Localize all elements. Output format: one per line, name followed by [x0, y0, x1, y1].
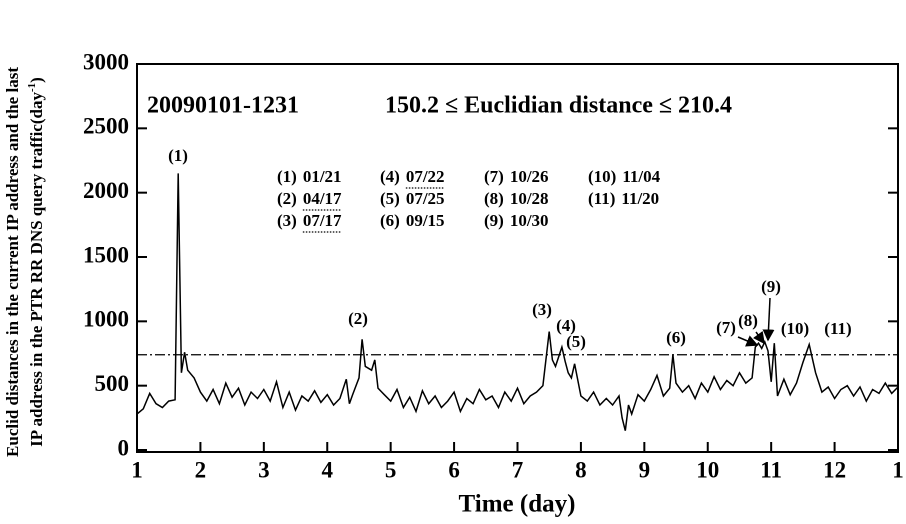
date-value: 01/21 [303, 167, 342, 186]
date-index: (5) [380, 189, 400, 208]
date-entry: (11) 11/20 [588, 189, 659, 208]
peak-label: (1) [168, 146, 188, 165]
date-entry: (3) 07/17 [277, 211, 342, 230]
peak-label: (4) [556, 316, 576, 335]
peak-label: (10) [781, 319, 809, 338]
date-value: 11/20 [621, 189, 659, 208]
chart-subtitle: 150.2 ≤ Euclidian distance ≤ 210.4 [385, 93, 732, 119]
x-tick-label: 1 [131, 457, 143, 482]
peak-label: (8) [738, 311, 758, 330]
x-tick-label: 4 [322, 457, 334, 482]
x-tick-label: 10 [696, 457, 719, 482]
date-index: (9) [484, 211, 504, 230]
date-value: 10/30 [510, 211, 549, 230]
peak-label: (11) [824, 319, 851, 338]
x-tick-label: 11 [760, 457, 782, 482]
y-tick-label: 0 [118, 435, 130, 460]
date-index: (4) [380, 167, 400, 186]
date-index: (8) [484, 189, 504, 208]
y-tick-label: 3000 [83, 49, 129, 74]
x-axis-label: Time (day) [459, 491, 576, 518]
date-value: 11/04 [622, 167, 660, 186]
x-tick-label: 1 [892, 457, 904, 482]
date-value: 10/28 [510, 189, 549, 208]
data-line [136, 173, 899, 431]
y-tick-label: 1000 [83, 307, 129, 332]
peak-label: (6) [666, 328, 686, 347]
date-index: (11) [588, 189, 615, 208]
date-value: 04/17 [303, 189, 342, 208]
y-axis-label: Euclid distances in the current IP addre… [3, 67, 22, 457]
y-axis-label: IP address in the PTR RR DNS query traff… [26, 77, 46, 447]
date-entry: (4) 07/22 [380, 167, 445, 186]
peak-label: (7) [716, 318, 736, 337]
date-entry: (7) 10/26 [484, 167, 549, 186]
date-index: (10) [588, 167, 616, 186]
date-entry: (9) 10/30 [484, 211, 549, 230]
peak-label: (5) [566, 332, 586, 351]
date-value: 07/25 [406, 189, 445, 208]
x-tick-label: 2 [195, 457, 207, 482]
y-axis-label-part: ) [27, 77, 46, 83]
y-axis-label-part: IP address in the PTR RR DNS query traff… [27, 92, 46, 447]
x-tick-label: 3 [258, 457, 270, 482]
date-entry: (5) 07/25 [380, 189, 445, 208]
date-entry: (8) 10/28 [484, 189, 549, 208]
chart-header: 20090101-1231 [147, 93, 299, 119]
y-tick-label: 2500 [83, 114, 129, 139]
x-tick-label: 5 [385, 457, 397, 482]
x-tick-label: 9 [639, 457, 651, 482]
x-tick-label: 6 [448, 457, 460, 482]
date-entry: (2) 04/17 [277, 189, 342, 208]
peak-label: (2) [348, 309, 368, 328]
date-index: (2) [277, 189, 297, 208]
date-entry: (6) 09/15 [380, 211, 445, 230]
y-tick-label: 2000 [83, 178, 129, 203]
peak-label: (3) [532, 300, 552, 319]
date-entry: (10) 11/04 [588, 167, 661, 186]
date-value: 10/26 [510, 167, 549, 186]
arrow [752, 330, 765, 345]
date-index: (1) [277, 167, 297, 186]
date-value: 09/15 [406, 211, 445, 230]
x-tick-label: 12 [823, 457, 846, 482]
y-tick-label: 1500 [83, 242, 129, 267]
date-index: (3) [277, 211, 297, 230]
date-entry: (1) 01/21 [277, 167, 342, 186]
x-tick-label: 7 [512, 457, 524, 482]
x-tick-label: 8 [575, 457, 587, 482]
arrow [737, 335, 759, 347]
date-value: 07/22 [406, 167, 445, 186]
plot-frame [136, 63, 899, 453]
y-tick-label: 500 [95, 371, 130, 396]
peak-label: (9) [761, 277, 781, 296]
y-axis-label-superscript: -1 [26, 83, 38, 92]
date-index: (6) [380, 211, 400, 230]
arrow [762, 297, 775, 342]
date-index: (7) [484, 167, 504, 186]
date-value: 07/17 [303, 211, 342, 230]
